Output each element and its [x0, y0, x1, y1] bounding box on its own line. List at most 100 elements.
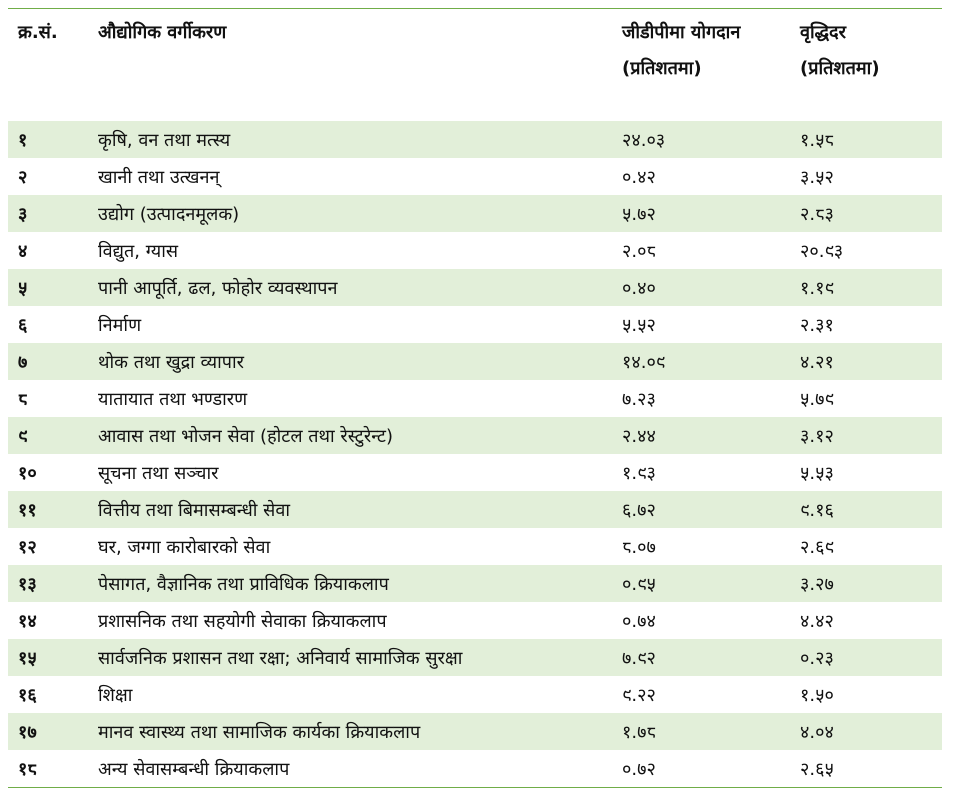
table-row: १६ शिक्षा ९.२२ १.५० [8, 676, 942, 713]
table-row: ९ आवास तथा भोजन सेवा (होटल तथा रेस्टुरेन्… [8, 417, 942, 454]
table-cell: थोक तथा खुद्रा व्यापार [88, 343, 612, 380]
table-cell: २४.०३ [612, 121, 790, 158]
table-cell: २.६५ [800, 758, 834, 780]
header-text: औद्योगिक वर्गीकरण [98, 22, 227, 43]
table-row: ७ थोक तथा खुद्रा व्यापार १४.०९ ४.२१ [8, 343, 942, 380]
table-cell: यातायात तथा भण्डारण [98, 388, 248, 410]
table-cell: ७.९२ [612, 639, 790, 676]
table-cell: ४.२१ [790, 343, 942, 380]
row-number: १३ [8, 565, 88, 602]
table-row: ३ उद्योग (उत्पादनमूलक) ५.७२ २.८३ [8, 195, 942, 232]
table-row: १८ अन्य सेवासम्बन्धी क्रियाकलाप ०.७२ २.६५ [8, 750, 942, 788]
table-cell: सूचना तथा सञ्चार [98, 462, 219, 484]
table-cell: २.०८ [622, 240, 656, 262]
table-cell: ८.०७ [622, 536, 656, 558]
table-cell: १.५८ [790, 121, 942, 158]
header-text: जीडीपीमा योगदान (प्रतिशतमा) [622, 22, 741, 79]
table-cell: १.१९ [790, 269, 942, 306]
table-cell: २.४४ [612, 417, 790, 454]
row-number: ८ [18, 388, 28, 410]
table-cell: ५.७२ [612, 195, 790, 232]
table-cell: ०.४२ [622, 166, 656, 188]
table-row: १५ सार्वजनिक प्रशासन तथा रक्षा; अनिवार्य … [8, 639, 942, 676]
table-body: १ कृषि, वन तथा मत्स्य २४.०३ १.५८ २ खानी तथा उ… [8, 121, 942, 788]
table-row: ८ यातायात तथा भण्डारण ७.२३ ५.७९ [8, 380, 942, 417]
table-row: १ कृषि, वन तथा मत्स्य २४.०३ १.५८ [8, 121, 942, 158]
table-cell: प्रशासनिक तथा सहयोगी सेवाका क्रियाकलाप [98, 610, 387, 632]
row-number: १७ [8, 713, 88, 750]
table-cell: वित्तीय तथा बिमासम्बन्धी सेवा [88, 491, 612, 528]
table-cell: उद्योग (उत्पादनमूलक) [88, 195, 612, 232]
table-cell: २.६९ [800, 536, 834, 558]
table-cell: ०.९५ [612, 565, 790, 602]
table-cell: २.३१ [800, 314, 834, 336]
table-cell: पानी आपूर्ति, ढल, फोहोर व्यवस्थापन [88, 269, 612, 306]
table-cell: १.९३ [622, 462, 656, 484]
table-cell: २०.९३ [800, 240, 844, 262]
table-cell: ०.४० [612, 269, 790, 306]
table-cell: सार्वजनिक प्रशासन तथा रक्षा; अनिवार्य सा… [88, 639, 612, 676]
row-number: ११ [8, 491, 88, 528]
row-number: ७ [8, 343, 88, 380]
table-cell: आवास तथा भोजन सेवा (होटल तथा रेस्टुरेन्ट… [88, 417, 612, 454]
table-row: १४ प्रशासनिक तथा सहयोगी सेवाका क्रियाकलाप… [8, 602, 942, 639]
table-cell: निर्माण [98, 314, 142, 336]
row-number: १६ [18, 684, 37, 706]
table-cell: ५.५२ [622, 314, 656, 336]
table-row: १२ घर, जग्गा कारोबारको सेवा ८.०७ २.६९ [8, 528, 942, 565]
table-cell: ३.५२ [800, 166, 834, 188]
table-cell: शिक्षा [98, 684, 133, 706]
row-number: ९ [8, 417, 88, 454]
table-cell: ५.७९ [800, 388, 834, 410]
table-cell: ५.५३ [800, 462, 834, 484]
table-row: १० सूचना तथा सञ्चार १.९३ ५.५३ [8, 454, 942, 491]
table-cell: ४.०४ [790, 713, 942, 750]
table-cell: ०.७२ [622, 758, 656, 780]
table-cell: पेसागत, वैज्ञानिक तथा प्राविधिक क्रियाकल… [88, 565, 612, 602]
table-row: ११ वित्तीय तथा बिमासम्बन्धी सेवा ६.७२ ९.१६ [8, 491, 942, 528]
table-cell: १.७८ [612, 713, 790, 750]
table-cell: मानव स्वास्थ्य तथा सामाजिक कार्यका क्रिय… [88, 713, 612, 750]
row-number: १४ [18, 610, 37, 632]
table-row: ४ विद्युत, ग्यास २.०८ २०.९३ [8, 232, 942, 269]
table-row: २ खानी तथा उत्खनन् ०.४२ ३.५२ [8, 158, 942, 195]
header-cell: क्र.सं. [8, 9, 88, 122]
header-row: क्र.सं. औद्योगिक वर्गीकरण जीडीपीमा योगदान … [8, 9, 942, 122]
table-cell: ९.२२ [622, 684, 656, 706]
row-number: १२ [18, 536, 37, 558]
table-cell: कृषि, वन तथा मत्स्य [88, 121, 612, 158]
table-cell: ३.१२ [790, 417, 942, 454]
table-cell: २.८३ [790, 195, 942, 232]
table-header: क्र.सं. औद्योगिक वर्गीकरण जीडीपीमा योगदान … [8, 9, 942, 122]
table-cell: ०.२३ [790, 639, 942, 676]
row-number: १८ [18, 758, 37, 780]
table-row: १७ मानव स्वास्थ्य तथा सामाजिक कार्यका क्र… [8, 713, 942, 750]
table-cell: ७.२३ [622, 388, 656, 410]
header-cell: जीडीपीमा योगदान (प्रतिशतमा) [612, 9, 790, 122]
header-cell: वृद्धिदर (प्रतिशतमा) [790, 9, 942, 122]
table-row: १३ पेसागत, वैज्ञानिक तथा प्राविधिक क्रिया… [8, 565, 942, 602]
table-cell: ०.७४ [622, 610, 656, 632]
row-number: १० [18, 462, 37, 484]
data-table: क्र.सं. औद्योगिक वर्गीकरण जीडीपीमा योगदान … [8, 8, 942, 788]
row-number: ६ [18, 314, 28, 336]
header-cell: औद्योगिक वर्गीकरण [88, 9, 612, 122]
table-cell: अन्य सेवासम्बन्धी क्रियाकलाप [98, 758, 290, 780]
table-row: ६ निर्माण ५.५२ २.३१ [8, 306, 942, 343]
row-number: ५ [8, 269, 88, 306]
table-cell: १४.०९ [612, 343, 790, 380]
header-text: वृद्धिदर (प्रतिशतमा) [800, 22, 880, 79]
table-cell: ३.२७ [790, 565, 942, 602]
table-cell: विद्युत, ग्यास [98, 240, 179, 262]
table-cell: १.५० [800, 684, 834, 706]
table-cell: घर, जग्गा कारोबारको सेवा [98, 536, 271, 558]
header-text: क्र.सं. [18, 22, 58, 43]
table-cell: ४.४२ [800, 610, 834, 632]
row-number: १५ [8, 639, 88, 676]
row-number: ४ [18, 240, 28, 262]
row-number: ३ [8, 195, 88, 232]
table-cell: ६.७२ [612, 491, 790, 528]
table-cell: खानी तथा उत्खनन् [98, 166, 220, 188]
row-number: १ [8, 121, 88, 158]
